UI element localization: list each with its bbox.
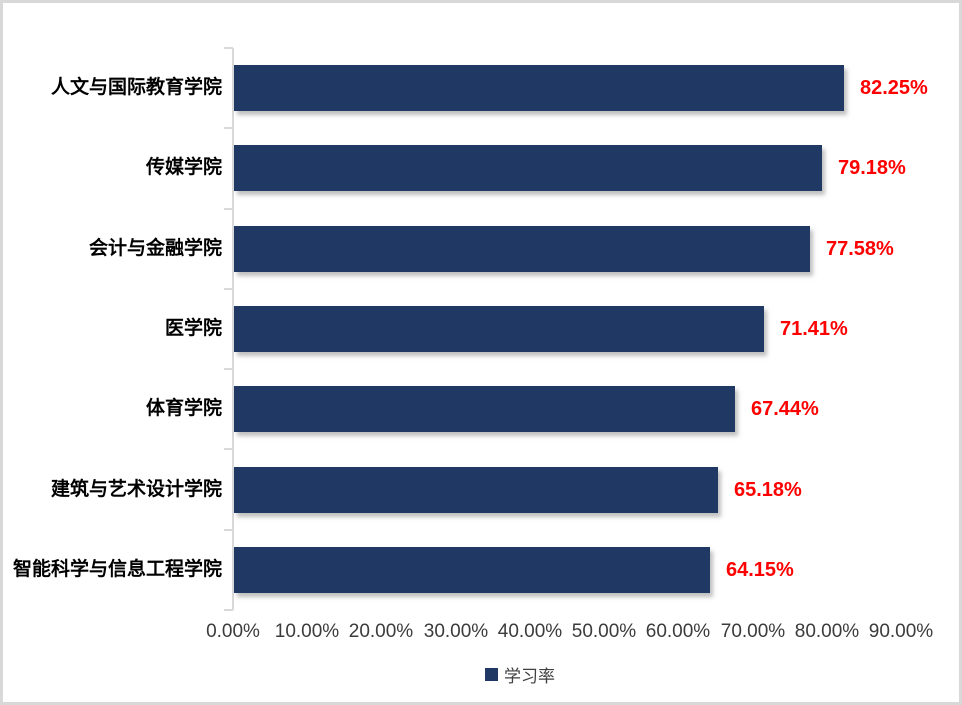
- bar[interactable]: [234, 306, 764, 352]
- x-axis-tick-label: 30.00%: [423, 621, 489, 642]
- y-axis-tick: [224, 47, 233, 49]
- y-axis-tick: [224, 288, 233, 290]
- x-axis-tick-label: 0.00%: [206, 621, 260, 642]
- value-label: 64.15%: [726, 559, 794, 581]
- plot-area: 人文与国际教育学院 82.25% 传媒学院 79.18% 会计与金融学院 77.58% 医学…: [3, 3, 959, 702]
- value-label: 67.44%: [751, 398, 819, 420]
- value-label: 65.18%: [734, 479, 802, 501]
- category-label: 体育学院: [145, 398, 222, 419]
- value-label: 71.41%: [780, 318, 848, 340]
- legend-label: 学习率: [504, 667, 555, 686]
- value-label: 79.18%: [838, 157, 906, 179]
- bar[interactable]: [234, 65, 844, 111]
- y-axis-line: [232, 48, 234, 610]
- category-label: 智能科学与信息工程学院: [12, 559, 222, 580]
- category-label: 人文与国际教育学院: [50, 77, 222, 98]
- legend[interactable]: 学习率: [485, 662, 555, 687]
- bar[interactable]: [234, 226, 810, 272]
- bar[interactable]: [234, 547, 710, 593]
- y-axis-tick: [224, 529, 233, 531]
- x-axis-tick-label: 70.00%: [720, 621, 786, 642]
- category-label: 医学院: [164, 318, 222, 339]
- category-label: 建筑与艺术设计学院: [50, 479, 222, 500]
- bar[interactable]: [234, 386, 735, 432]
- x-axis-tick-label: 20.00%: [348, 621, 414, 642]
- value-label: 77.58%: [826, 238, 894, 260]
- category-label: 会计与金融学院: [88, 238, 222, 259]
- x-axis-tick-label: 50.00%: [571, 621, 637, 642]
- y-axis-tick: [224, 448, 233, 450]
- x-axis-tick-label: 60.00%: [645, 621, 711, 642]
- legend-swatch: [485, 668, 498, 681]
- y-axis-tick: [224, 609, 233, 611]
- x-axis-tick-label: 10.00%: [274, 621, 340, 642]
- y-axis-tick: [224, 208, 233, 210]
- y-axis-tick: [224, 368, 233, 370]
- bar[interactable]: [234, 145, 822, 191]
- x-axis-tick-label: 80.00%: [794, 621, 860, 642]
- x-axis-tick-label: 40.00%: [497, 621, 563, 642]
- value-label: 82.25%: [860, 77, 928, 99]
- x-axis-tick-label: 90.00%: [868, 621, 934, 642]
- y-axis-tick: [224, 127, 233, 129]
- bar[interactable]: [234, 467, 718, 513]
- category-label: 传媒学院: [145, 157, 222, 178]
